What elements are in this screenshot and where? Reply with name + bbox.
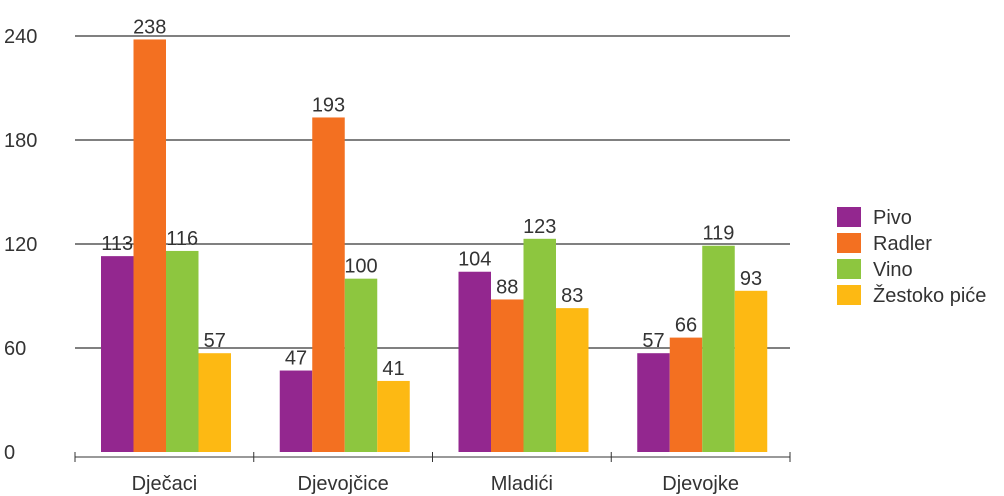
bar xyxy=(556,308,589,452)
y-tick-label: 60 xyxy=(4,338,26,360)
data-label: 123 xyxy=(523,216,556,238)
data-label: 47 xyxy=(285,348,307,370)
y-tick-label: 120 xyxy=(4,234,37,256)
bar xyxy=(101,256,134,452)
legend-swatch xyxy=(837,259,861,279)
category-label: Dječaci xyxy=(132,473,198,495)
data-label: 104 xyxy=(458,249,491,271)
data-label: 57 xyxy=(642,330,664,352)
data-label: 41 xyxy=(382,358,404,380)
bar xyxy=(734,290,768,452)
data-label: 238 xyxy=(133,16,166,38)
legend-label: Vino xyxy=(873,259,913,281)
data-label: 57 xyxy=(204,330,226,352)
bar xyxy=(523,238,556,452)
data-label: 100 xyxy=(344,256,377,278)
bar xyxy=(637,353,670,452)
bar xyxy=(344,278,378,452)
bar xyxy=(669,337,703,452)
bar xyxy=(279,370,313,452)
data-label: 66 xyxy=(675,315,697,337)
y-axis-tick-labels: 0 60 120 180 240 xyxy=(4,26,37,464)
category-label: Mladići xyxy=(491,473,553,495)
y-tick-label: 240 xyxy=(4,26,37,48)
legend-swatch xyxy=(837,207,861,227)
y-tick-label: 0 xyxy=(4,442,15,464)
category-label: Djevojčice xyxy=(298,473,389,495)
data-label: 113 xyxy=(101,233,133,255)
legend-label: Žestoko piće xyxy=(873,284,986,307)
data-labels: 113 47 104 57 238 193 88 66 116 100 123 119 57 41 83 93 xyxy=(101,16,762,379)
legend-label: Radler xyxy=(873,233,932,255)
legend: Pivo Radler Vino Žestoko piće xyxy=(837,207,986,307)
data-label: 88 xyxy=(496,276,518,298)
bar xyxy=(312,117,345,452)
legend-swatch xyxy=(837,285,861,305)
bar xyxy=(491,299,524,452)
bar xyxy=(458,271,491,452)
data-label: 119 xyxy=(703,223,735,245)
bars xyxy=(101,39,768,452)
data-label: 193 xyxy=(312,94,345,116)
data-label: 116 xyxy=(166,228,198,250)
bar xyxy=(133,39,166,452)
legend-swatch xyxy=(837,233,861,253)
bar xyxy=(702,245,735,452)
bar xyxy=(198,353,231,452)
y-tick-label: 180 xyxy=(4,130,37,152)
bar xyxy=(166,250,199,452)
bar xyxy=(377,380,410,452)
category-label: Djevojke xyxy=(662,473,739,495)
data-label: 83 xyxy=(561,285,583,307)
x-axis: Dječaci Djevojčice Mladići Djevojke xyxy=(74,452,791,495)
data-label: 93 xyxy=(740,268,762,290)
legend-label: Pivo xyxy=(873,207,912,229)
